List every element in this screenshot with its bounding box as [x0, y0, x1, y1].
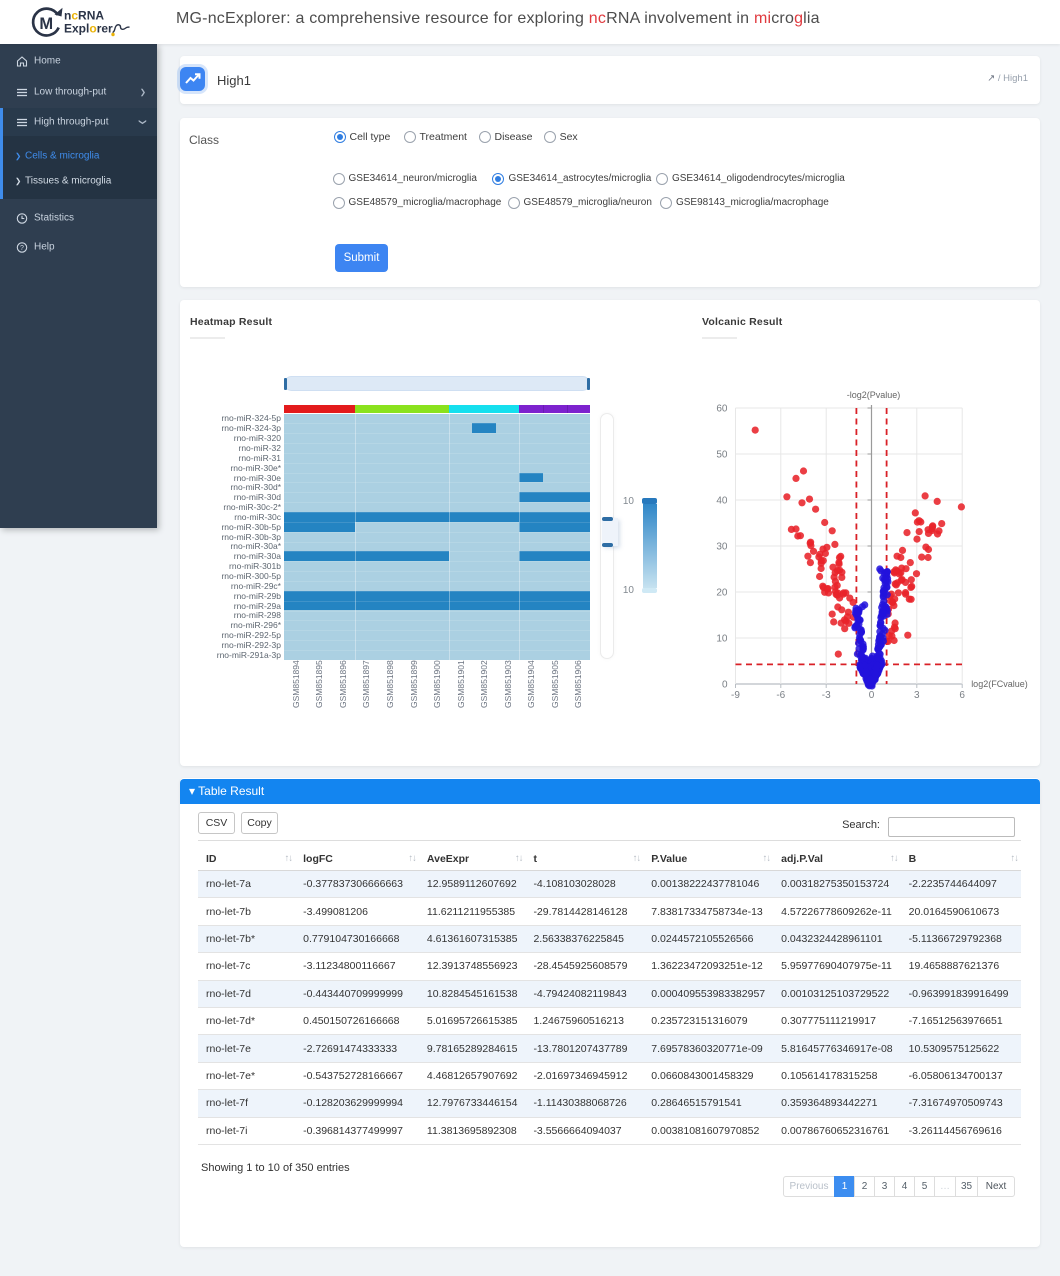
svg-text:50: 50: [716, 450, 728, 461]
svg-text:40: 40: [716, 496, 728, 507]
svg-text:-log2(Pvalue): -log2(Pvalue): [847, 390, 901, 400]
svg-text:20: 20: [716, 588, 728, 599]
svg-text:-6: -6: [776, 690, 785, 701]
svg-text:10: 10: [716, 634, 728, 645]
svg-text:30: 30: [716, 542, 728, 553]
svg-text:-3: -3: [822, 690, 831, 701]
svg-text:log2(FCvalue): log2(FCvalue): [971, 679, 1028, 689]
svg-text:3: 3: [914, 690, 920, 701]
svg-text:Explorer: Explorer: [64, 22, 113, 36]
svg-text:-9: -9: [731, 690, 740, 701]
svg-text:M: M: [39, 15, 53, 33]
svg-text:60: 60: [716, 404, 728, 415]
svg-text:ncRNA: ncRNA: [64, 8, 104, 22]
svg-text:?: ?: [20, 245, 24, 252]
svg-text:0: 0: [869, 690, 875, 701]
svg-text:0: 0: [722, 680, 728, 691]
svg-text:6: 6: [959, 690, 965, 701]
